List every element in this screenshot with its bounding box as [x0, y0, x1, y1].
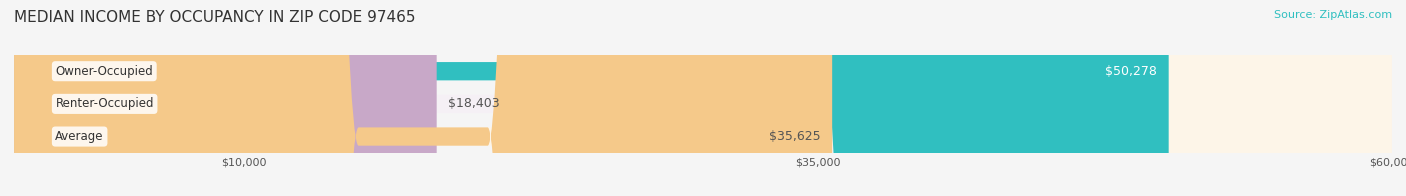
Text: MEDIAN INCOME BY OCCUPANCY IN ZIP CODE 97465: MEDIAN INCOME BY OCCUPANCY IN ZIP CODE 9… — [14, 10, 416, 25]
FancyBboxPatch shape — [14, 0, 437, 196]
Text: Average: Average — [55, 130, 104, 143]
Text: Renter-Occupied: Renter-Occupied — [55, 97, 153, 110]
Text: $50,278: $50,278 — [1105, 65, 1157, 78]
FancyBboxPatch shape — [14, 0, 1168, 196]
FancyBboxPatch shape — [14, 0, 1392, 196]
Text: $18,403: $18,403 — [449, 97, 499, 110]
Text: Source: ZipAtlas.com: Source: ZipAtlas.com — [1274, 10, 1392, 20]
FancyBboxPatch shape — [14, 0, 832, 196]
Text: Owner-Occupied: Owner-Occupied — [55, 65, 153, 78]
FancyBboxPatch shape — [14, 0, 1392, 196]
FancyBboxPatch shape — [14, 0, 1392, 196]
Text: $35,625: $35,625 — [769, 130, 821, 143]
